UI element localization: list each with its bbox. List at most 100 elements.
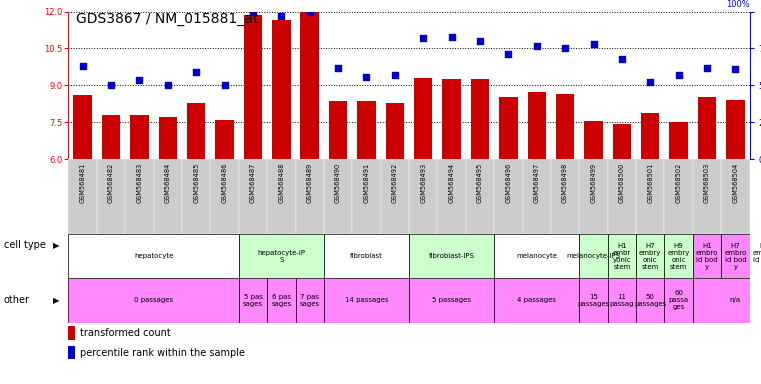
Point: [587, 41, 600, 47]
Bar: [244, 15, 263, 159]
Bar: [608, 159, 636, 234]
Bar: [210, 159, 239, 234]
Bar: [154, 159, 182, 234]
Point: [502, 51, 514, 58]
Point: [361, 73, 373, 79]
Point: [105, 83, 117, 89]
Point: [304, 8, 316, 15]
Point: [673, 72, 685, 78]
Text: 4 passages: 4 passages: [517, 298, 556, 303]
Bar: [641, 113, 660, 159]
Text: 0 passages: 0 passages: [134, 298, 174, 303]
Bar: [68, 234, 239, 278]
Bar: [698, 96, 716, 159]
Bar: [636, 159, 664, 234]
Bar: [409, 234, 494, 278]
Text: 14 passages: 14 passages: [345, 298, 388, 303]
Bar: [636, 278, 664, 323]
Bar: [267, 159, 295, 234]
Text: GSM568502: GSM568502: [676, 163, 682, 204]
Text: melanocyte-IPS: melanocyte-IPS: [566, 253, 620, 259]
Text: H1
embr
yonic
stem: H1 embr yonic stem: [613, 243, 632, 270]
Bar: [386, 103, 404, 159]
Text: GSM568484: GSM568484: [165, 163, 170, 204]
Point: [275, 13, 288, 19]
Bar: [670, 122, 688, 159]
Text: other: other: [4, 295, 30, 306]
Bar: [442, 79, 461, 159]
Bar: [409, 159, 438, 234]
Bar: [187, 103, 205, 159]
Bar: [613, 124, 631, 159]
Text: GSM568492: GSM568492: [392, 163, 398, 204]
Text: GSM568481: GSM568481: [80, 163, 86, 204]
Text: 6 pas
sages: 6 pas sages: [271, 294, 291, 307]
Text: 60
passa
ges: 60 passa ges: [669, 290, 689, 311]
Text: hepatocyte-iP
S: hepatocyte-iP S: [257, 250, 305, 263]
Bar: [130, 115, 148, 159]
Bar: [608, 278, 636, 323]
Bar: [726, 100, 744, 159]
Point: [162, 83, 174, 89]
Bar: [68, 159, 97, 234]
Bar: [499, 96, 517, 159]
Text: GSM568487: GSM568487: [250, 163, 256, 204]
Bar: [527, 92, 546, 159]
Bar: [357, 101, 376, 159]
Text: GSM568500: GSM568500: [619, 163, 625, 204]
Bar: [556, 94, 575, 159]
Point: [474, 38, 486, 44]
Text: cell type: cell type: [4, 240, 46, 250]
Text: percentile rank within the sample: percentile rank within the sample: [80, 348, 245, 358]
Bar: [721, 159, 750, 234]
Point: [559, 45, 572, 51]
Bar: [68, 326, 75, 340]
Text: GSM568494: GSM568494: [448, 163, 454, 204]
Bar: [182, 159, 210, 234]
Bar: [466, 159, 494, 234]
Point: [247, 8, 259, 15]
Point: [530, 43, 543, 49]
Text: GSM568495: GSM568495: [477, 163, 483, 204]
Bar: [636, 234, 664, 278]
Text: GSM568493: GSM568493: [420, 163, 426, 203]
Text: melanocyte: melanocyte: [516, 253, 557, 259]
Bar: [68, 346, 75, 359]
Point: [190, 69, 202, 75]
Point: [701, 65, 713, 71]
Bar: [494, 278, 579, 323]
Text: 5 passages: 5 passages: [432, 298, 471, 303]
Text: 100%: 100%: [726, 0, 750, 8]
Text: 11
passag: 11 passag: [610, 294, 634, 307]
Text: GSM568499: GSM568499: [591, 163, 597, 203]
Bar: [409, 278, 494, 323]
Text: GSM568485: GSM568485: [193, 163, 199, 204]
Bar: [414, 78, 432, 159]
Bar: [664, 159, 693, 234]
Bar: [494, 159, 523, 234]
Point: [133, 76, 145, 83]
Text: transformed count: transformed count: [80, 328, 170, 338]
Text: GSM568491: GSM568491: [364, 163, 370, 203]
Bar: [494, 234, 579, 278]
Bar: [523, 159, 551, 234]
Text: hepatocyte: hepatocyte: [134, 253, 174, 259]
Bar: [68, 278, 239, 323]
Text: 15
passages: 15 passages: [578, 294, 610, 307]
Bar: [584, 121, 603, 159]
Point: [332, 65, 344, 71]
Text: H7
embry
onic
stem: H7 embry onic stem: [639, 243, 661, 270]
Point: [218, 83, 231, 89]
Text: GSM568501: GSM568501: [648, 163, 653, 204]
Text: fibroblast: fibroblast: [350, 253, 383, 259]
Bar: [239, 159, 267, 234]
Point: [77, 63, 89, 69]
Text: 7 pas
sages: 7 pas sages: [300, 294, 320, 307]
Bar: [272, 20, 291, 159]
Text: H9
embro
id bod
y: H9 embro id bod y: [753, 243, 761, 270]
Text: ▶: ▶: [53, 241, 59, 250]
Text: H9
embry
onic
stem: H9 embry onic stem: [667, 243, 689, 270]
Bar: [97, 159, 126, 234]
Bar: [158, 118, 177, 159]
Text: GSM568504: GSM568504: [732, 163, 738, 204]
